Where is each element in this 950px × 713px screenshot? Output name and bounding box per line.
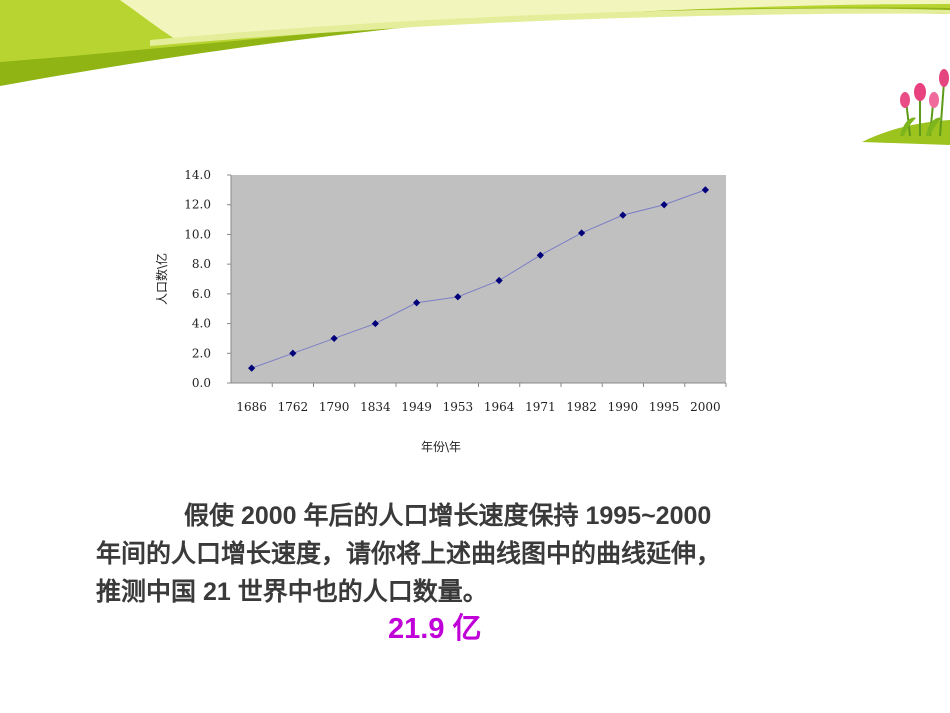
- x-tick-label: 1982: [566, 400, 597, 414]
- x-axis-title: 年份\年: [421, 440, 461, 454]
- data-point: [619, 211, 627, 219]
- data-point: [578, 229, 586, 237]
- y-axis: 0.0 2.0 4.0 6.0 8.0 10.0 12.0 14.0: [184, 168, 231, 390]
- plot-area: [231, 175, 726, 383]
- population-line-chart: 0.0 2.0 4.0 6.0 8.0 10.0 12.0 14.0 1686 1762 1790…: [154, 168, 727, 454]
- x-tick-label: 1834: [360, 400, 391, 414]
- banner-white-streak: [150, 8, 950, 46]
- tulip-flowers-icon: [862, 69, 950, 145]
- y-tick-label: 4.0: [192, 317, 211, 331]
- y-tick-label: 12.0: [184, 198, 211, 212]
- x-tick-label: 1686: [236, 400, 267, 414]
- x-tick-label: 1995: [649, 400, 680, 414]
- data-point: [289, 349, 297, 357]
- x-axis: 1686 1762 1790 1834 1949 1953 1964 1971 1982 1990…: [236, 383, 727, 414]
- problem-text: 假使 2000 年后的人口增长速度保持 1995~2000 年间的人口增长速度，…: [96, 497, 886, 611]
- y-tick-label: 8.0: [192, 257, 211, 271]
- header-decoration: [0, 0, 950, 145]
- answer-text: 21.9 亿: [388, 613, 482, 645]
- y-tick-label: 6.0: [192, 287, 211, 301]
- problem-line-2: 年间的人口增长速度，请你将上述曲线图中的曲线延伸，: [96, 540, 722, 568]
- x-tick-label: 1953: [443, 400, 474, 414]
- problem-line-1: 假使 2000 年后的人口增长速度保持 1995~2000: [184, 502, 712, 530]
- x-tick-label: 2000: [690, 400, 721, 414]
- data-point: [330, 334, 338, 343]
- y-tick-label: 0.0: [192, 376, 211, 390]
- x-tick-label: 1762: [278, 400, 309, 414]
- x-tick-label: 1964: [484, 400, 515, 414]
- data-point: [454, 293, 462, 301]
- data-point: [248, 364, 256, 372]
- y-tick-label: 2.0: [192, 346, 211, 360]
- series-markers: [248, 186, 709, 372]
- x-tick-label: 1949: [401, 400, 432, 414]
- data-point: [495, 276, 503, 285]
- x-tick-label: 1990: [608, 400, 639, 414]
- series-line: [251, 189, 706, 369]
- y-axis-title: 人口数\亿: [154, 253, 169, 305]
- banner-yellow-swoosh: [120, 0, 950, 42]
- y-tick-label: 14.0: [184, 168, 211, 182]
- x-tick-label: 1790: [319, 400, 350, 414]
- x-tick-label: 1971: [525, 400, 556, 414]
- data-point: [536, 251, 544, 259]
- data-point: [413, 299, 421, 307]
- data-point: [701, 186, 709, 194]
- data-point: [371, 319, 379, 328]
- problem-line-3: 推测中国 21 世界中也的人口数量。: [96, 578, 488, 606]
- data-point: [660, 201, 668, 209]
- y-tick-label: 10.0: [184, 227, 211, 241]
